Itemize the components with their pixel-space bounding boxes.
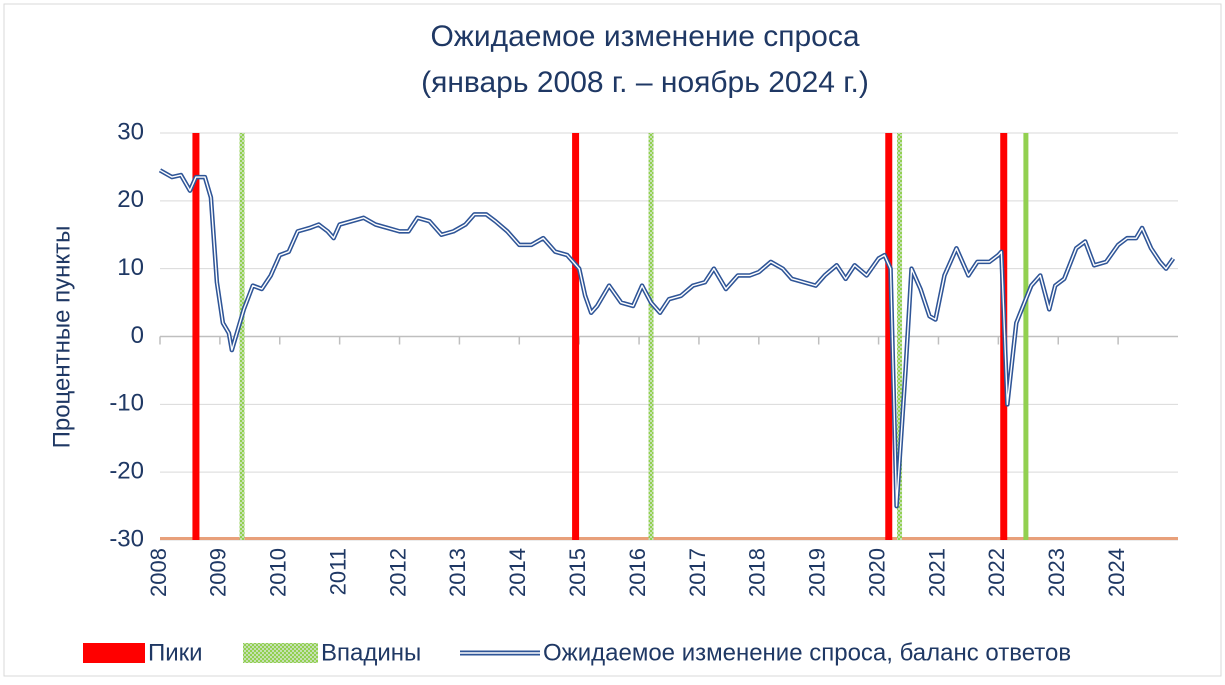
x-tick-label: 2013 — [445, 548, 470, 597]
x-tick-label: 2017 — [685, 548, 710, 597]
x-tick-label: 2022 — [984, 548, 1009, 597]
trough-line — [648, 133, 654, 540]
x-tick-label: 2016 — [625, 548, 650, 597]
legend-swatch-troughs — [243, 643, 318, 663]
x-tick-label: 2014 — [505, 548, 530, 597]
peak-line — [885, 133, 893, 540]
peak-line — [192, 133, 200, 540]
legend-label: Пики — [148, 639, 203, 666]
legend-label: Ожидаемое изменение спроса, баланс ответ… — [543, 639, 1071, 666]
y-tick-label: -30 — [109, 525, 144, 552]
legend-swatch-peaks — [83, 643, 145, 663]
series-line-inner — [159, 169, 1174, 507]
y-tick-label: 10 — [117, 254, 144, 281]
y-axis-label: Процентные пункты — [48, 226, 75, 449]
x-tick-label: 2021 — [924, 548, 949, 597]
x-tick-label: 2023 — [1044, 548, 1069, 597]
y-tick-label: -20 — [109, 458, 144, 485]
x-tick-label: 2015 — [565, 548, 590, 597]
trough-line — [239, 133, 245, 540]
y-tick-label: 30 — [117, 118, 144, 145]
legend-label: Впадины — [321, 639, 421, 666]
bottom-band — [160, 537, 1178, 540]
x-tick-label: 2011 — [325, 548, 350, 595]
x-tick-label: 2020 — [864, 548, 889, 597]
y-tick-label: -10 — [109, 390, 144, 417]
x-tick-label: 2018 — [745, 548, 770, 597]
y-tick-label: 20 — [117, 186, 144, 213]
x-tick-label: 2019 — [805, 548, 830, 597]
x-tick-label: 2010 — [266, 548, 291, 597]
trough-line — [897, 133, 903, 540]
chart-title: Ожидаемое изменение спроса — [430, 20, 859, 53]
chart-frame — [3, 3, 1222, 677]
x-tick-label: 2009 — [206, 548, 231, 597]
x-tick-label: 2008 — [146, 548, 171, 597]
x-tick-label: 2024 — [1104, 548, 1129, 597]
x-tick-label: 2012 — [385, 548, 410, 597]
plot: -30 -20 -10 0 10 20 30 2008 2009 2010 2011 2012 2013… — [109, 118, 1178, 597]
legend: Пики Впадины Ожидаемое изменение спроса,… — [83, 639, 1071, 666]
peak-line — [572, 133, 580, 540]
y-tick-label: 0 — [131, 322, 144, 349]
trough-line — [1023, 133, 1029, 540]
chart-subtitle: (январь 2008 г. – ноябрь 2024 г.) — [421, 66, 869, 99]
